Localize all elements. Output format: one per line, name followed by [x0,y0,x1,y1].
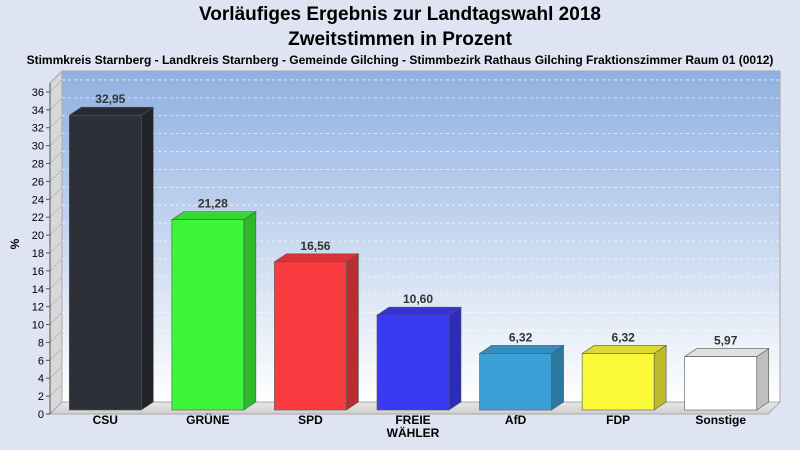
grid-line-side [49,383,63,397]
bar-top [170,211,257,220]
bar-side [346,253,359,411]
grid-line-side [49,115,63,129]
y-axis-label: % [8,238,22,249]
grid-line-side [49,97,63,111]
grid-line-side [49,294,63,307]
chart-location: Stimmkreis Starnberg - Landkreis Starnbe… [26,53,774,67]
x-tick-label: AfD [505,413,527,427]
bar-side [243,211,257,411]
y-tick-label: 12 [32,302,44,314]
y-tick-label: 26 [32,176,44,188]
grid-lines [49,79,780,397]
y-tick-label: 30 [32,141,44,153]
y-tick-label: 16 [32,266,44,278]
y-tick-label: 34 [32,105,44,117]
grid-line-side [49,258,63,272]
grid-line-side [49,240,63,254]
y-tick-label: 22 [32,212,44,224]
data-label: 10,60 [403,292,433,306]
chart-subtitle: Zweitstimmen in Prozent [288,29,512,50]
data-label: 21,28 [198,197,228,211]
x-tick-label: Sonstige [695,413,746,427]
grid-line-side [49,187,63,200]
y-tick-label: 36 [32,87,44,99]
y-tick-label: 32 [32,123,44,135]
bar [376,314,450,411]
bar-side [756,348,770,411]
grid-line-side [49,133,63,146]
bars: 32,95 21,28 16,56 10,60 6,32 6,32 5,97 [68,92,770,411]
x-tick-label: FREIE [395,413,430,427]
grid-line-side [49,330,63,343]
data-label: 16,56 [300,239,330,253]
y-tick-label: 20 [32,230,44,242]
y-tick-label: 2 [38,391,44,403]
bar [68,114,142,411]
bar [274,261,347,411]
y-tick-label: 10 [32,320,44,332]
bar [581,353,655,411]
y-tick-label: 24 [32,194,44,206]
data-label: 32,95 [95,92,125,106]
grid-line-side [49,222,63,236]
x-tick-label: WÄHLER [387,425,440,440]
grid-line-side [49,365,63,379]
x-tick-label: SPD [298,413,323,427]
y-tick-label: 28 [32,159,44,171]
bar-side [551,344,564,411]
bar [171,219,245,411]
y-tick-label: 8 [38,337,44,349]
data-label: 6,32 [509,330,533,344]
grid-line-side [49,348,63,361]
x-tick-label: CSU [93,413,118,427]
y-tick-label: 6 [38,355,44,367]
x-tick-label: FDP [606,413,630,427]
y-tick-label: 18 [32,248,44,260]
grid-line-side [49,312,63,325]
y-tick-label: 14 [32,284,44,296]
bar-side [140,106,154,411]
bar-top [581,345,668,354]
bar-top [273,253,360,263]
y-tick-label: 0 [38,409,44,421]
bar-top [376,306,462,316]
y-tick-label: 4 [38,373,44,385]
x-tick-label: GRÜNE [186,412,229,427]
grid-line-side [49,276,63,290]
bar-top [478,345,565,354]
bar-side [653,344,667,411]
grid-line-side [49,151,63,164]
grid-line-side [49,169,63,182]
bar-top [68,106,155,116]
bar-top [683,348,770,357]
bar [479,353,552,411]
grid-line-side [49,204,63,218]
data-label: 6,32 [611,330,635,344]
chart-title: Vorläufiges Ergebnis zur Landtagswahl 20… [199,4,601,25]
bar [684,356,758,411]
data-label: 5,97 [714,334,738,348]
bar-side [448,306,462,411]
grid-line-side [49,79,63,93]
